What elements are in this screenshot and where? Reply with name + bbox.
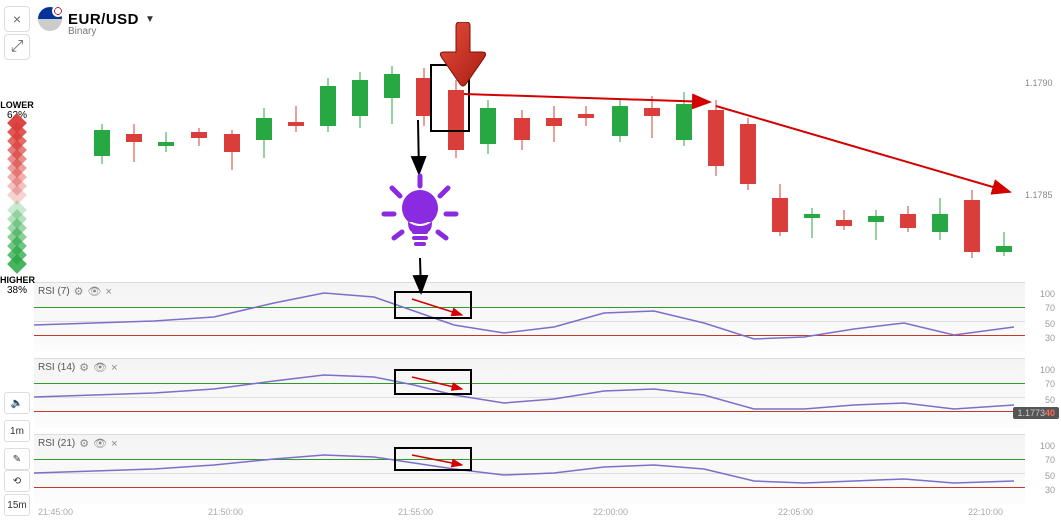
lower-label: LOWER bbox=[0, 100, 34, 110]
side-button[interactable]: ⟲ bbox=[4, 470, 30, 492]
rsi-tick: 70 bbox=[1045, 303, 1055, 313]
close-button[interactable]: × bbox=[4, 6, 30, 32]
lightbulb-icon bbox=[380, 172, 460, 257]
rsi-panel[interactable]: RSI (7) ⚙ 👁 ×100705030 bbox=[34, 282, 1025, 352]
side-button[interactable]: ✎ bbox=[4, 448, 30, 470]
time-tick: 21:50:00 bbox=[208, 507, 243, 517]
instrument-selector[interactable]: EUR/USD ▼ bbox=[38, 7, 155, 31]
side-button[interactable]: 15m bbox=[4, 494, 30, 516]
time-tick: 21:45:00 bbox=[38, 507, 73, 517]
rsi-tick: 50 bbox=[1045, 395, 1055, 405]
candlestick-chart[interactable] bbox=[34, 14, 1025, 282]
time-tick: 21:55:00 bbox=[398, 507, 433, 517]
time-axis: 21:45:00 21:50:00 21:55:00 22:00:00 22:05:00… bbox=[38, 507, 1025, 521]
big-red-arrow-icon bbox=[438, 22, 488, 93]
rsi-tick: 30 bbox=[1045, 333, 1055, 343]
rsi-tick: 100 bbox=[1040, 441, 1055, 451]
rsi-tick: 70 bbox=[1045, 455, 1055, 465]
expand-icon: ⤢ bbox=[11, 38, 24, 56]
rsi-tick: 50 bbox=[1045, 319, 1055, 329]
rsi-tick: 100 bbox=[1040, 289, 1055, 299]
price-tick: 1.1790 bbox=[1025, 78, 1059, 88]
higher-label: HIGHER bbox=[0, 275, 34, 285]
pair-symbol: EUR/USD bbox=[68, 11, 139, 28]
side-button[interactable]: 🔈 bbox=[4, 392, 30, 414]
time-tick: 22:00:00 bbox=[593, 507, 628, 517]
side-button[interactable]: 1m bbox=[4, 420, 30, 442]
higher-pct: 38% bbox=[0, 285, 34, 296]
pair-subtype: Binary bbox=[68, 26, 96, 37]
rsi-tick: 70 bbox=[1045, 379, 1055, 389]
rsi-panel[interactable]: RSI (14) ⚙ 👁 ×1007050401.177340 bbox=[34, 358, 1025, 428]
rsi-tick: 30 bbox=[1045, 485, 1055, 495]
pair-flag-icon bbox=[38, 7, 62, 31]
time-tick: 22:10:00 bbox=[968, 507, 1003, 517]
rsi-tick: 100 bbox=[1040, 365, 1055, 375]
close-icon: × bbox=[13, 11, 21, 27]
sentiment-diamonds bbox=[0, 121, 34, 202]
time-tick: 22:05:00 bbox=[778, 507, 813, 517]
rsi-tick: 50 bbox=[1045, 471, 1055, 481]
rsi-panel[interactable]: RSI (21) ⚙ 👁 ×100705030 bbox=[34, 434, 1025, 504]
chevron-down-icon: ▼ bbox=[145, 14, 155, 25]
sentiment-gauge: LOWER 62% HIGHER 38% bbox=[0, 100, 34, 296]
price-tick: 1.1785 bbox=[1025, 190, 1059, 200]
sentiment-diamonds bbox=[0, 208, 34, 271]
expand-button[interactable]: ⤢ bbox=[4, 34, 30, 60]
price-badge: 1.177340 bbox=[1013, 407, 1059, 419]
